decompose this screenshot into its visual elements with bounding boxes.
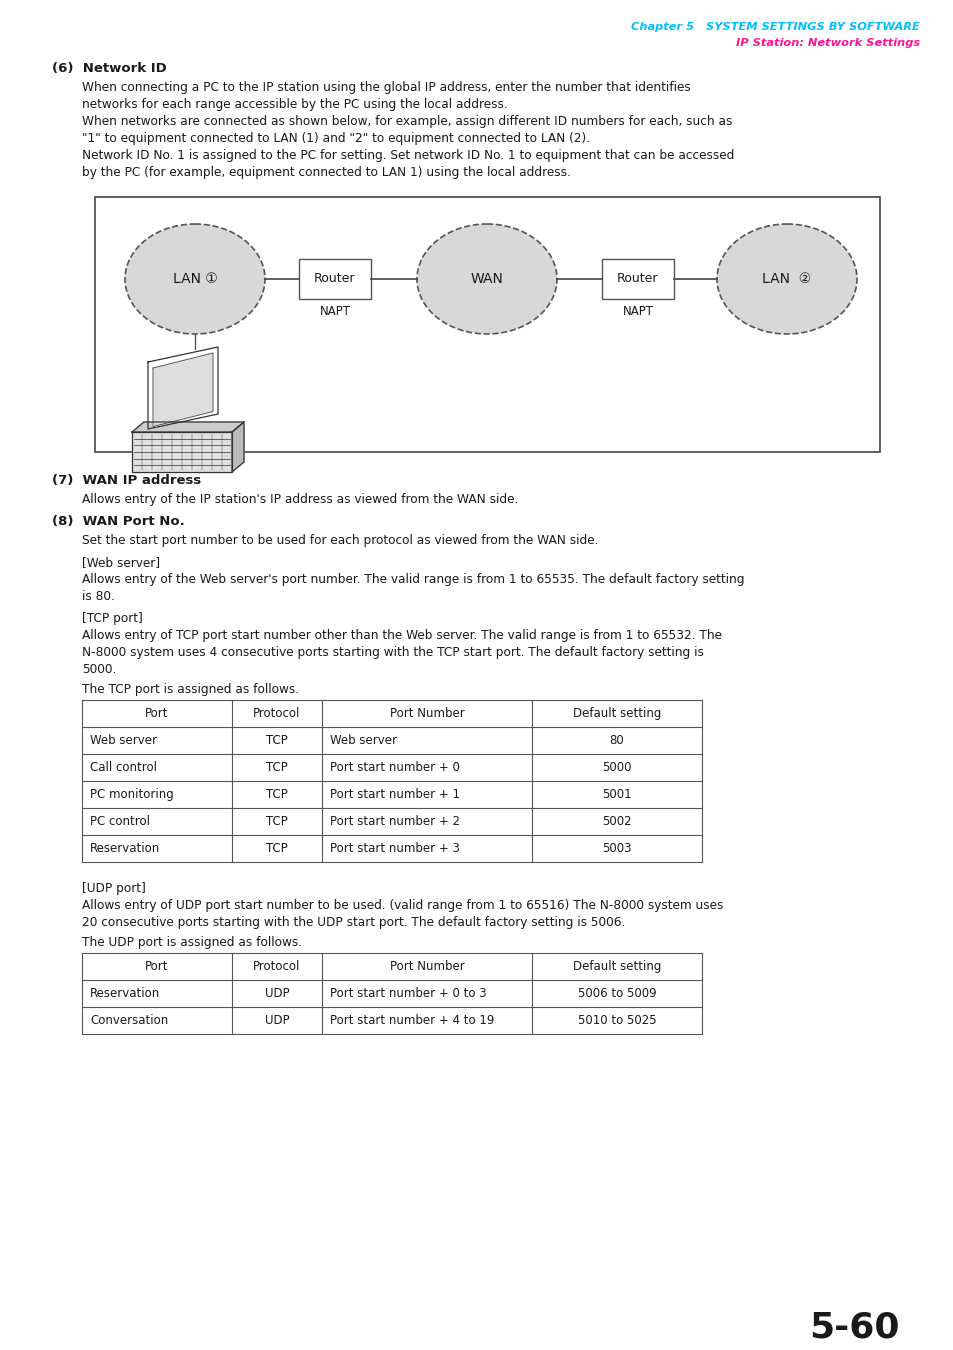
Text: The UDP port is assigned as follows.: The UDP port is assigned as follows. — [82, 936, 302, 949]
Ellipse shape — [416, 224, 557, 333]
Text: Network ID No. 1 is assigned to the PC for setting. Set network ID No. 1 to equi: Network ID No. 1 is assigned to the PC f… — [82, 148, 734, 162]
Polygon shape — [148, 347, 218, 429]
Bar — [82, 701, 701, 863]
Text: 5003: 5003 — [601, 842, 631, 855]
Text: "1" to equipment connected to LAN (1) and "2" to equipment connected to LAN (2).: "1" to equipment connected to LAN (1) an… — [82, 132, 589, 144]
Text: Reservation: Reservation — [90, 842, 160, 855]
Text: [UDP port]: [UDP port] — [82, 882, 146, 895]
Text: 5002: 5002 — [601, 815, 631, 828]
Polygon shape — [132, 423, 244, 432]
Bar — [82, 953, 701, 1034]
Text: 5-60: 5-60 — [809, 1310, 899, 1345]
Text: PC control: PC control — [90, 815, 150, 828]
Bar — [95, 197, 879, 452]
Text: TCP: TCP — [266, 788, 288, 801]
Text: WAN: WAN — [470, 271, 503, 286]
Text: When connecting a PC to the IP station using the global IP address, enter the nu: When connecting a PC to the IP station u… — [82, 81, 690, 95]
Text: LAN ①: LAN ① — [172, 271, 217, 286]
Text: Port: Port — [145, 707, 169, 720]
Text: Port start number + 0 to 3: Port start number + 0 to 3 — [330, 987, 486, 1000]
Text: TCP: TCP — [266, 842, 288, 855]
Text: Port start number + 3: Port start number + 3 — [330, 842, 459, 855]
Text: Call control: Call control — [90, 761, 157, 774]
Text: Conversation: Conversation — [90, 1014, 168, 1027]
Text: Router: Router — [314, 273, 355, 285]
Text: PC monitoring: PC monitoring — [90, 788, 173, 801]
Text: Web server: Web server — [330, 734, 396, 747]
Ellipse shape — [717, 224, 856, 333]
Ellipse shape — [125, 224, 265, 333]
Text: Allows entry of TCP port start number other than the Web server. The valid range: Allows entry of TCP port start number ot… — [82, 629, 721, 643]
Text: Port start number + 4 to 19: Port start number + 4 to 19 — [330, 1014, 494, 1027]
Text: IP Station: Network Settings: IP Station: Network Settings — [735, 38, 919, 49]
Text: Web server: Web server — [90, 734, 157, 747]
Text: [TCP port]: [TCP port] — [82, 612, 143, 625]
Text: 5000: 5000 — [601, 761, 631, 774]
Text: Reservation: Reservation — [90, 987, 160, 1000]
Text: The TCP port is assigned as follows.: The TCP port is assigned as follows. — [82, 683, 298, 697]
Text: Chapter 5   SYSTEM SETTINGS BY SOFTWARE: Chapter 5 SYSTEM SETTINGS BY SOFTWARE — [631, 22, 919, 32]
Text: (8)  WAN Port No.: (8) WAN Port No. — [52, 514, 185, 528]
Text: Protocol: Protocol — [253, 707, 300, 720]
Text: Port: Port — [145, 960, 169, 973]
Polygon shape — [152, 352, 213, 427]
Text: Set the start port number to be used for each protocol as viewed from the WAN si: Set the start port number to be used for… — [82, 535, 598, 547]
Text: Port start number + 1: Port start number + 1 — [330, 788, 459, 801]
Text: Protocol: Protocol — [253, 960, 300, 973]
Text: 20 consecutive ports starting with the UDP start port. The default factory setti: 20 consecutive ports starting with the U… — [82, 917, 624, 929]
Text: Allows entry of the IP station's IP address as viewed from the WAN side.: Allows entry of the IP station's IP addr… — [82, 493, 517, 506]
Text: Allows entry of the Web server's port number. The valid range is from 1 to 65535: Allows entry of the Web server's port nu… — [82, 572, 743, 586]
Text: Port start number + 2: Port start number + 2 — [330, 815, 459, 828]
Text: Port Number: Port Number — [389, 960, 464, 973]
Text: 5006 to 5009: 5006 to 5009 — [578, 987, 656, 1000]
Text: UDP: UDP — [264, 1014, 289, 1027]
Text: LAN  ②: LAN ② — [761, 271, 811, 286]
Text: Default setting: Default setting — [572, 960, 660, 973]
Text: UDP: UDP — [264, 987, 289, 1000]
Text: N-8000 system uses 4 consecutive ports starting with the TCP start port. The def: N-8000 system uses 4 consecutive ports s… — [82, 647, 703, 659]
Text: Port start number + 0: Port start number + 0 — [330, 761, 459, 774]
Text: TCP: TCP — [266, 734, 288, 747]
Text: NAPT: NAPT — [622, 305, 653, 319]
Text: 80: 80 — [609, 734, 623, 747]
Text: 5001: 5001 — [601, 788, 631, 801]
Text: (6)  Network ID: (6) Network ID — [52, 62, 167, 76]
Text: TCP: TCP — [266, 761, 288, 774]
Text: by the PC (for example, equipment connected to LAN 1) using the local address.: by the PC (for example, equipment connec… — [82, 166, 570, 180]
Text: TCP: TCP — [266, 815, 288, 828]
Bar — [298, 259, 371, 298]
Text: Allows entry of UDP port start number to be used. (valid range from 1 to 65516) : Allows entry of UDP port start number to… — [82, 899, 722, 913]
Text: (7)  WAN IP address: (7) WAN IP address — [52, 474, 201, 487]
Text: NAPT: NAPT — [319, 305, 350, 319]
Text: When networks are connected as shown below, for example, assign different ID num: When networks are connected as shown bel… — [82, 115, 732, 128]
Text: Router: Router — [617, 273, 659, 285]
Text: is 80.: is 80. — [82, 590, 114, 603]
Text: [Web server]: [Web server] — [82, 556, 160, 568]
Polygon shape — [232, 423, 244, 472]
Text: 5000.: 5000. — [82, 663, 116, 676]
Text: networks for each range accessible by the PC using the local address.: networks for each range accessible by th… — [82, 99, 507, 111]
Text: Default setting: Default setting — [572, 707, 660, 720]
Text: Port Number: Port Number — [389, 707, 464, 720]
Text: 5010 to 5025: 5010 to 5025 — [578, 1014, 656, 1027]
Polygon shape — [132, 432, 232, 472]
Bar — [601, 259, 673, 298]
